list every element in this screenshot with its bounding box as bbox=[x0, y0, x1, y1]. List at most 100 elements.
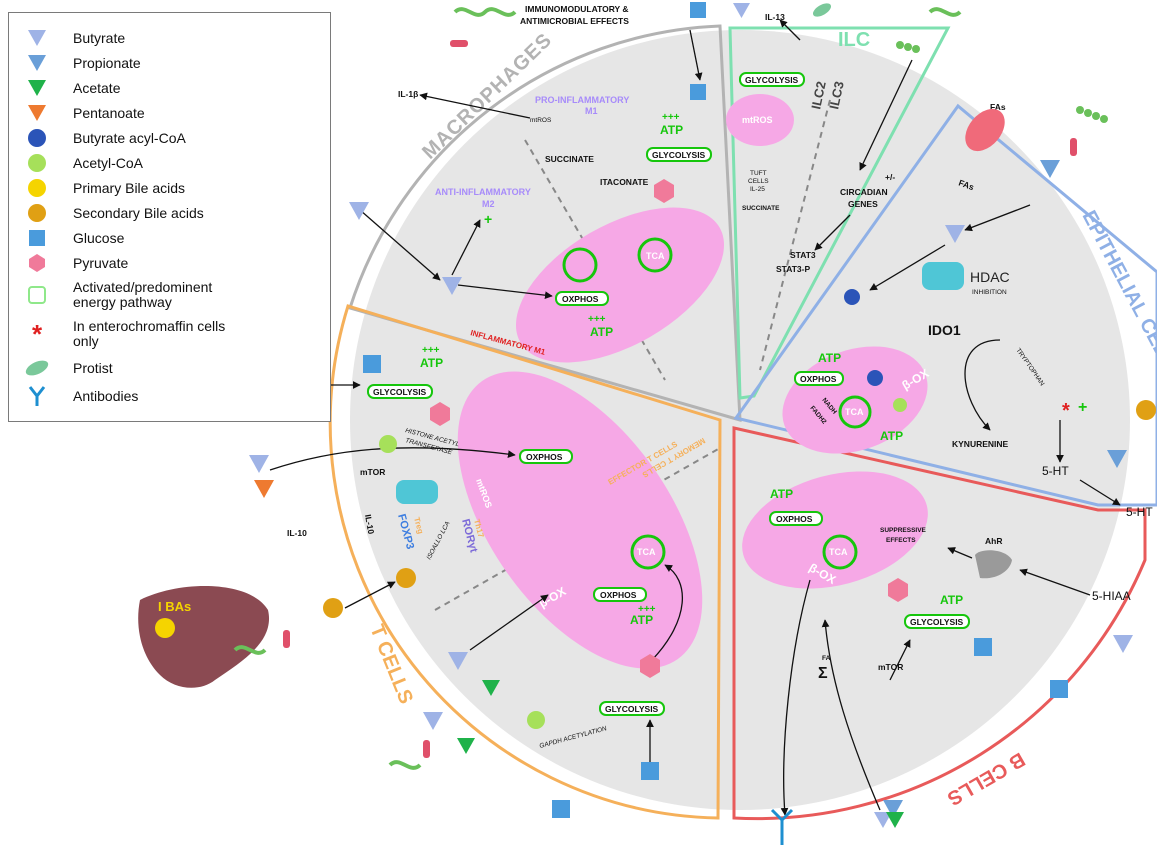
ht-text: 5-HT bbox=[1042, 464, 1069, 478]
epi-butyrate-acyl-coa-node bbox=[867, 370, 883, 386]
legend-label: Protist bbox=[73, 359, 113, 376]
legend-label: Glucose bbox=[73, 229, 125, 246]
antimicrobial-text: ANTIMICROBIAL EFFECTS bbox=[520, 16, 629, 26]
acetate-icon bbox=[482, 680, 500, 696]
epi-oxphos-box bbox=[794, 371, 844, 386]
glucose-icon bbox=[23, 227, 51, 249]
legend-label: Butyrate bbox=[73, 29, 126, 46]
bacteria-icon bbox=[233, 630, 290, 655]
t-glycolysis2-box bbox=[599, 701, 665, 716]
ilc-sector-outline bbox=[728, 26, 951, 400]
inhibition-text: INHIBITION bbox=[972, 289, 1007, 296]
t-plus3b-text: +++ bbox=[638, 604, 656, 615]
liver-icon bbox=[138, 586, 270, 688]
liver-bile-acid-node bbox=[155, 618, 175, 638]
epi-plus-text: + bbox=[1078, 399, 1087, 416]
butyrate-icon bbox=[733, 3, 750, 18]
ilc-glycolysis-box bbox=[739, 72, 805, 87]
ilc3-text: ILC3 bbox=[826, 80, 847, 111]
b-oxphos-text: OXPHOS bbox=[776, 514, 813, 524]
circadian-text: CIRCADIAN bbox=[840, 187, 888, 197]
butyrate-acyl-coa-icon bbox=[23, 127, 51, 149]
mac-tca-cycle-broken bbox=[637, 237, 673, 273]
b-atp2-text: ATP bbox=[940, 593, 963, 607]
ilc2-text: ILC2 bbox=[808, 80, 829, 111]
propionate-icon bbox=[23, 52, 51, 74]
t-glycolysis2-text: GLYCOLYSIS bbox=[605, 704, 659, 714]
legend-item: Acetate bbox=[23, 77, 120, 99]
liver-ibas-text: I BAs bbox=[158, 599, 191, 614]
b-mtor-text: mTOR bbox=[878, 662, 903, 672]
stat3-text: STAT3 bbox=[790, 250, 816, 260]
epi-atp-text: ATP bbox=[818, 351, 841, 365]
il1b-text: IL-1β bbox=[398, 89, 418, 99]
t-scfa-arrow bbox=[269, 447, 516, 471]
b-oxphos-box bbox=[769, 511, 823, 526]
mac-glycolysis-text: GLYCOLYSIS bbox=[652, 150, 706, 160]
ahr-text: AhR bbox=[985, 536, 1002, 546]
t-atp-text: ATP bbox=[420, 356, 443, 370]
mac-atp2-text: ATP bbox=[590, 325, 613, 339]
epi-to-acylcoa-arrow bbox=[869, 244, 946, 291]
glucose-icon bbox=[641, 762, 659, 780]
b-tca-text: TCA bbox=[829, 547, 848, 557]
ilc2-ilc3-divider bbox=[759, 99, 831, 371]
butyrate-icon bbox=[349, 202, 369, 220]
suppressive-text: SUPPRESSIVE bbox=[880, 527, 927, 534]
legend-item: Propionate bbox=[23, 52, 141, 74]
t-bile-acid-arrow bbox=[344, 581, 396, 609]
epi-acetyl-coa-node bbox=[893, 398, 907, 412]
energy-pathway-icon bbox=[23, 284, 51, 306]
b-cells-title: B CELLS bbox=[943, 748, 1028, 810]
epi-atp2-text: ATP bbox=[880, 429, 903, 443]
butyrate-icon bbox=[442, 277, 462, 295]
legend-item: Glucose bbox=[23, 227, 124, 249]
b-tca-cycle bbox=[822, 534, 858, 570]
mac-glycolysis-box bbox=[646, 147, 712, 162]
t-glycolysis-box bbox=[367, 384, 433, 399]
immuno-text: IMMUNOMODULATORY & bbox=[525, 4, 629, 14]
t-cells-title: T CELLS bbox=[365, 622, 417, 708]
antibodies-icon bbox=[770, 808, 794, 845]
legend-label: Activated/predominent energy pathway bbox=[73, 279, 213, 310]
ilc-title: ILC bbox=[838, 29, 870, 51]
mac-oxphos-text: OXPHOS bbox=[562, 294, 599, 304]
anti-inflammatory-text: ANTI-INFLAMMATORY bbox=[435, 187, 531, 197]
tuft-text-2: CELLS bbox=[748, 178, 769, 185]
butyrate-icon bbox=[945, 225, 965, 243]
legend-item: Protist bbox=[23, 357, 113, 379]
t-tca-text: TCA bbox=[637, 547, 656, 557]
mac-mtros-arrow bbox=[419, 92, 531, 119]
mac-atp-text: ATP bbox=[660, 123, 683, 137]
b-fa-arrow bbox=[821, 619, 881, 811]
epi-oxphos-text: OXPHOS bbox=[800, 374, 837, 384]
t-oxphos-text: OXPHOS bbox=[526, 452, 563, 462]
t-histone-icon bbox=[396, 480, 438, 504]
plus-minus-text: +/- bbox=[885, 172, 895, 182]
mtros-mac-text: mtROS bbox=[530, 117, 552, 124]
legend-label: In enterochromaffin cells only bbox=[73, 318, 226, 349]
glucose-icon bbox=[552, 800, 570, 818]
pyruvate-icon bbox=[640, 654, 660, 678]
ilc-mitochondrion bbox=[726, 94, 794, 146]
t-tca-cycle bbox=[630, 534, 666, 570]
legend-label: Primary Bile acids bbox=[73, 179, 186, 196]
acetyl-coa-icon bbox=[379, 435, 397, 453]
acetate-icon bbox=[457, 738, 475, 754]
ht2-text: 5-HT bbox=[1126, 505, 1153, 519]
legend-label: Acetate bbox=[73, 79, 121, 96]
secondary-bile-acid-icon bbox=[1136, 400, 1156, 420]
pyruvate-icon bbox=[23, 252, 51, 274]
fa-text: FA bbox=[822, 655, 831, 662]
epithelial-sector-outline bbox=[733, 103, 1157, 507]
il10-text-b: IL-10 bbox=[287, 528, 307, 538]
pyruvate-icon bbox=[888, 578, 908, 602]
effects-text: EFFECTS bbox=[886, 537, 916, 544]
legend-item: Pentanoate bbox=[23, 102, 145, 124]
butyrate-icon bbox=[1113, 635, 1133, 653]
butyrate-icon bbox=[423, 712, 443, 730]
kynurenine-text: KYNURENINE bbox=[952, 439, 1009, 449]
tuft-text-1: TUFT bbox=[750, 170, 767, 177]
mac-plus3-text: +++ bbox=[662, 112, 680, 123]
